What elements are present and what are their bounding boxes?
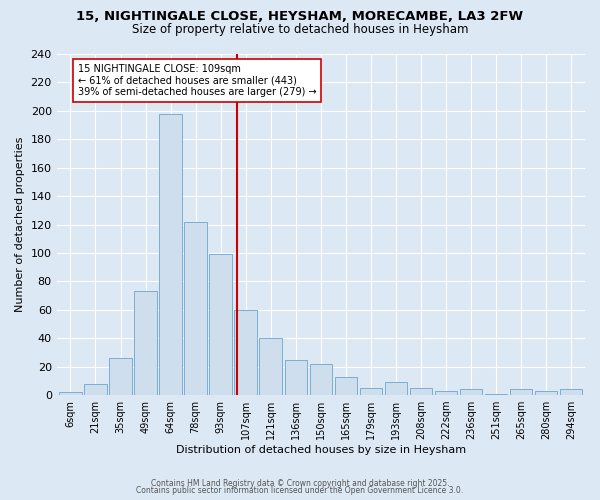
Bar (59, 392, 82, 395)
Text: Size of property relative to detached houses in Heysham: Size of property relative to detached ho… (132, 22, 468, 36)
Bar (510, 390, 532, 395)
Text: 15 NIGHTINGALE CLOSE: 109sqm
← 61% of detached houses are smaller (443)
39% of s: 15 NIGHTINGALE CLOSE: 109sqm ← 61% of de… (78, 64, 317, 97)
Bar (485, 394, 508, 395)
Bar (310, 364, 332, 395)
Bar (184, 222, 207, 395)
Y-axis label: Number of detached properties: Number of detached properties (15, 137, 25, 312)
Bar (435, 391, 457, 395)
Bar (410, 388, 432, 395)
Bar (335, 376, 357, 395)
Bar (560, 390, 583, 395)
Bar (535, 391, 557, 395)
Text: 15, NIGHTINGALE CLOSE, HEYSHAM, MORECAMBE, LA3 2FW: 15, NIGHTINGALE CLOSE, HEYSHAM, MORECAMB… (76, 10, 524, 23)
X-axis label: Distribution of detached houses by size in Heysham: Distribution of detached houses by size … (176, 445, 466, 455)
Bar (84, 384, 107, 395)
Bar (259, 338, 282, 395)
Bar (385, 382, 407, 395)
Bar (235, 310, 257, 395)
Bar (209, 254, 232, 395)
Bar (460, 390, 482, 395)
Bar (284, 360, 307, 395)
Bar (134, 292, 157, 395)
Text: Contains public sector information licensed under the Open Government Licence 3.: Contains public sector information licen… (136, 486, 464, 495)
Bar (109, 358, 132, 395)
Bar (160, 114, 182, 395)
Text: Contains HM Land Registry data © Crown copyright and database right 2025.: Contains HM Land Registry data © Crown c… (151, 478, 449, 488)
Bar (359, 388, 382, 395)
